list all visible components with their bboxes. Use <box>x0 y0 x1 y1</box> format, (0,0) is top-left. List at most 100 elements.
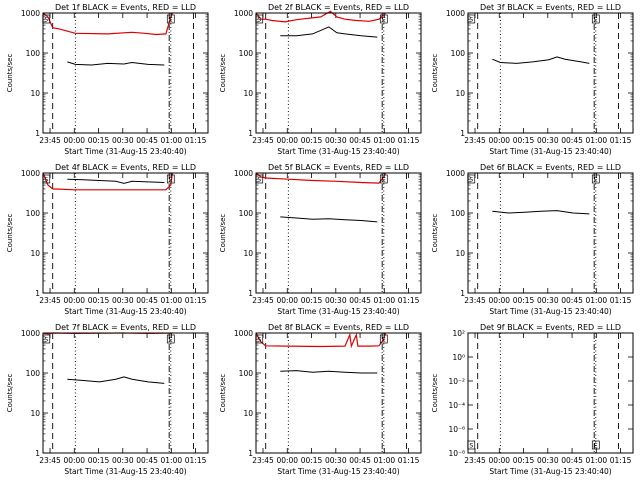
x-tick-label: 23:45 <box>252 456 274 465</box>
x-axis-label: Start Time (31-Aug-15 23:40:40) <box>489 307 611 316</box>
y-tick-label: 10 <box>243 89 253 98</box>
x-tick-label: 00:15 <box>301 136 323 145</box>
events-series-line <box>280 370 378 374</box>
x-tick-label: 01:00 <box>586 136 608 145</box>
detector-panel-1: Det 1f BLACK = Events, RED = LLD Counts/s… <box>6 3 209 156</box>
y-tick-label: 1 <box>248 449 253 458</box>
x-tick-label: 01:15 <box>185 296 207 305</box>
x-tick-label: 01:15 <box>185 456 207 465</box>
x-tick-label: 00:45 <box>349 136 371 145</box>
start-marker-label: S <box>469 17 473 24</box>
x-axis-label: Start Time (31-Aug-15 23:40:40) <box>489 147 611 156</box>
x-tick-label: 23:45 <box>252 136 274 145</box>
x-tick-label: 00:00 <box>63 296 85 305</box>
x-tick-label: 00:30 <box>537 456 559 465</box>
x-tick-label: 00:00 <box>276 136 298 145</box>
y-tick-label: 100 <box>239 209 254 218</box>
x-tick-label: 00:30 <box>112 456 134 465</box>
y-tick-label: 100 <box>451 209 466 218</box>
plot-frame <box>255 172 422 294</box>
x-tick-label: 00:15 <box>88 136 110 145</box>
end-marker-box <box>379 174 388 184</box>
y-axis-label: Counts/sec <box>431 54 439 93</box>
detector-panel-9: Det 9f BLACK = Events, RED = LLD Counts/s… <box>431 323 634 476</box>
end-marker-label: E <box>382 177 386 184</box>
x-tick-label: 01:15 <box>398 136 420 145</box>
y-tick-label: 1 <box>35 449 40 458</box>
x-axis-label: Start Time (31-Aug-15 23:40:40) <box>64 307 186 316</box>
panel-title: Det 5f BLACK = Events, RED = LLD <box>268 163 409 172</box>
plot-frame <box>467 172 634 294</box>
x-tick-label: 00:45 <box>561 136 583 145</box>
x-tick-label: 01:00 <box>586 456 608 465</box>
end-marker-label: E <box>594 17 598 24</box>
x-tick-label: 00:45 <box>561 296 583 305</box>
y-tick-label: 1000 <box>21 329 40 338</box>
y-tick-label: 10⁻⁸ <box>448 449 465 458</box>
x-tick-label: 01:15 <box>610 136 632 145</box>
x-tick-label: 00:45 <box>349 296 371 305</box>
y-tick-label: 1 <box>460 129 465 138</box>
x-tick-label: 01:15 <box>610 296 632 305</box>
end-marker-box <box>379 334 388 344</box>
x-tick-label: 01:15 <box>398 456 420 465</box>
x-axis-label: Start Time (31-Aug-15 23:40:40) <box>277 467 399 476</box>
end-marker-box <box>591 440 600 450</box>
y-tick-label: 1 <box>35 129 40 138</box>
x-tick-label: 23:45 <box>252 296 274 305</box>
end-marker-box <box>166 174 175 184</box>
panel-title: Det 1f BLACK = Events, RED = LLD <box>55 3 196 12</box>
x-tick-label: 01:00 <box>374 296 396 305</box>
events-series-line <box>67 61 165 66</box>
y-tick-label: 1 <box>248 129 253 138</box>
x-tick-label: 23:45 <box>464 456 486 465</box>
events-series-line <box>67 376 165 384</box>
detector-panel-7: Det 7f BLACK = Events, RED = LLD Counts/s… <box>6 323 209 476</box>
plot-frame <box>42 12 209 134</box>
x-tick-label: 01:15 <box>398 296 420 305</box>
x-axis-label: Start Time (31-Aug-15 23:40:40) <box>64 147 186 156</box>
y-tick-label: 1 <box>248 289 253 298</box>
x-tick-label: 00:15 <box>513 136 535 145</box>
panel-title: Det 7f BLACK = Events, RED = LLD <box>55 323 196 332</box>
x-tick-label: 00:15 <box>88 456 110 465</box>
x-tick-label: 01:00 <box>161 136 183 145</box>
x-tick-label: 00:00 <box>488 136 510 145</box>
x-tick-label: 01:15 <box>185 136 207 145</box>
y-tick-label: 10⁰ <box>452 353 465 362</box>
events-series-line <box>492 56 590 64</box>
plot-frame <box>255 332 422 454</box>
x-tick-label: 00:00 <box>276 456 298 465</box>
end-marker-label: E <box>594 443 598 450</box>
y-tick-label: 1000 <box>21 169 40 178</box>
y-tick-label: 10⁻⁶ <box>448 425 465 434</box>
y-axis-label: Counts/sec <box>6 374 14 413</box>
lld-series-line <box>255 10 386 23</box>
end-marker-label: E <box>594 177 598 184</box>
events-series-line <box>492 210 590 215</box>
y-tick-label: 100 <box>239 369 254 378</box>
x-tick-label: 00:15 <box>301 456 323 465</box>
y-axis-label: Counts/sec <box>431 374 439 413</box>
y-tick-label: 10² <box>452 329 465 338</box>
y-tick-label: 10 <box>455 89 465 98</box>
lld-series-line <box>255 332 386 349</box>
x-tick-label: 23:45 <box>39 296 61 305</box>
y-tick-label: 10⁻⁴ <box>448 401 465 410</box>
detector-panel-3: Det 3f BLACK = Events, RED = LLD Counts/s… <box>431 3 634 156</box>
y-tick-label: 100 <box>451 49 466 58</box>
y-axis-label: Counts/sec <box>431 214 439 253</box>
end-marker-label: E <box>169 177 173 184</box>
x-tick-label: 01:00 <box>374 136 396 145</box>
x-tick-label: 00:45 <box>136 136 158 145</box>
y-tick-label: 1000 <box>234 9 253 18</box>
y-tick-label: 100 <box>239 49 254 58</box>
x-tick-label: 00:30 <box>325 136 347 145</box>
y-tick-label: 100 <box>26 209 41 218</box>
y-axis-label: Counts/sec <box>219 54 227 93</box>
y-tick-label: 1000 <box>446 169 465 178</box>
y-tick-label: 10⁻² <box>448 377 465 386</box>
x-tick-label: 00:45 <box>136 456 158 465</box>
x-tick-label: 01:00 <box>586 296 608 305</box>
x-axis-label: Start Time (31-Aug-15 23:40:40) <box>64 467 186 476</box>
